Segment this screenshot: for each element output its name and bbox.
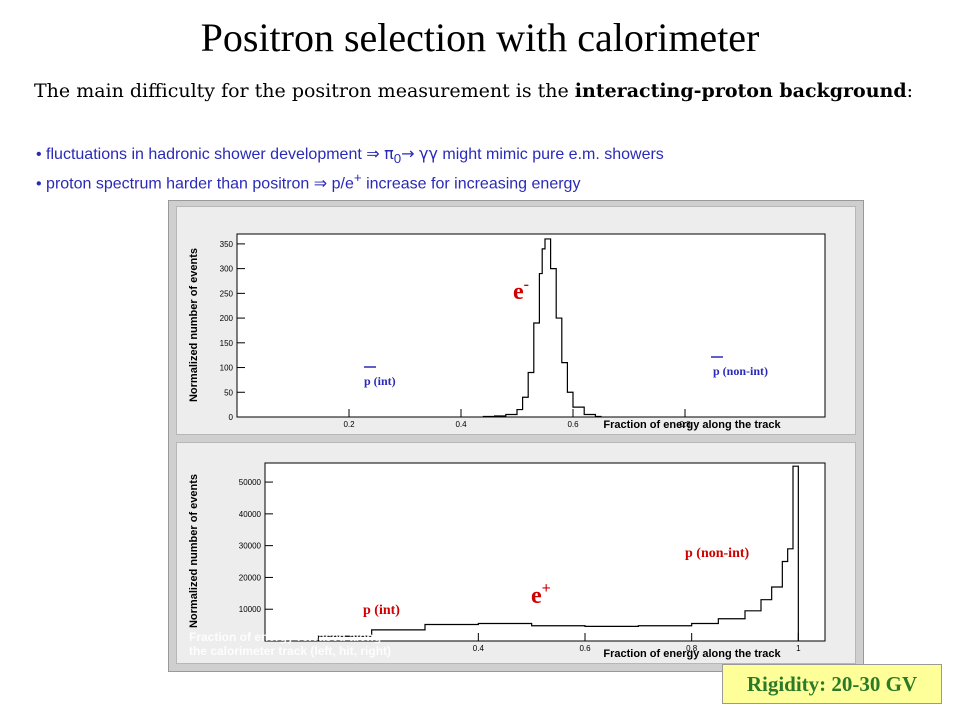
bullet-text: fluctuations in hadronic shower developm… [41, 146, 367, 163]
x-tick-label: 0.2 [343, 420, 355, 429]
e-plus-letter: e [531, 583, 542, 609]
e-minus-label: e- [513, 276, 529, 305]
pi-symbol: π [384, 144, 394, 163]
y-tick-label: 100 [220, 364, 234, 373]
y-tick-label: 20000 [239, 573, 262, 582]
bullet-text-mid: p/e [327, 175, 354, 193]
electron-histogram-panel: Normalized number of events Fraction of … [176, 206, 856, 435]
y-tick-label: 50000 [239, 478, 262, 487]
plot-frame [236, 233, 826, 418]
x-axis-label: Fraction of energy along the track [603, 648, 781, 660]
y-tick-label: 10000 [239, 605, 262, 614]
y-tick-label: 40000 [239, 510, 262, 519]
y-tick-label: 150 [220, 339, 234, 348]
proton-histogram-line [317, 465, 799, 641]
implies-symbol: ⇒ [313, 173, 328, 193]
y-tick-label: 300 [220, 265, 234, 274]
y-tick-label: 250 [220, 289, 234, 298]
y-tick-label: 350 [220, 240, 234, 249]
e-plus-label: e+ [531, 580, 551, 609]
histogram-figure: Normalized number of events Fraction of … [168, 200, 864, 672]
positron-histogram-svg: Normalized number of events Fraction of … [188, 462, 826, 660]
bullet-fluctuations: • fluctuations in hadronic shower develo… [36, 144, 664, 166]
y-tick-label: 30000 [239, 542, 262, 551]
p-int-label: p (int) [363, 603, 400, 618]
y-axis-label: Normalized number of events [188, 474, 200, 628]
p-nonint-label: p (non-int) [685, 546, 750, 561]
energy-fraction-note: Fraction of energy released along the ca… [189, 630, 469, 658]
positron-histogram-panel: Normalized number of events Fraction of … [176, 442, 856, 664]
e-minus-sup: - [524, 276, 529, 293]
gamma-gamma-symbol: γγ [419, 144, 438, 163]
x-tick-label: 0.8 [679, 420, 691, 429]
intro-paragraph: The main difficulty for the positron mea… [34, 76, 914, 106]
implies-symbol: ⇒ [366, 144, 380, 163]
note-line-2: the calorimeter track (left, hit, right) [189, 644, 392, 658]
x-tick-label: 0.6 [579, 644, 591, 653]
p-nonint-label: p (non-int) [713, 364, 768, 378]
y-tick-label: 0 [229, 413, 234, 422]
x-axis-label: Fraction of energy along the track [603, 419, 781, 431]
intro-bold: interacting-proton background [574, 80, 907, 102]
bullet-text-tail: might mimic pure e.m. showers [437, 146, 664, 163]
intro-text-a: The main difficulty for the positron mea… [34, 80, 575, 102]
x-tick-label: 0.8 [686, 644, 698, 653]
y-tick-label: 200 [220, 314, 234, 323]
e-plus-sup: + [542, 580, 551, 597]
x-tick-label: 0.4 [455, 420, 467, 429]
note-line-1: Fraction of energy released along [189, 630, 382, 644]
y-tick-label: 50 [224, 388, 233, 397]
p-int-label: p (int) [364, 374, 396, 388]
rigidity-badge: Rigidity: 20-30 GV [722, 664, 942, 704]
slide-title: Positron selection with calorimeter [200, 15, 760, 60]
bullet-marker: • [36, 175, 42, 193]
bullet-text-tail: increase for increasing energy [361, 175, 581, 193]
bullet-text: proton spectrum harder than positron [41, 175, 314, 193]
x-tick-label: 1 [796, 644, 801, 653]
intro-text-b: : [906, 80, 914, 102]
bullet-spectrum: • proton spectrum harder than positron ⇒… [36, 170, 580, 193]
bullet-marker: • [36, 146, 42, 163]
pi-subscript: 0 [393, 151, 402, 167]
electron-histogram-line [482, 238, 602, 418]
y-axis-label: Normalized number of events [188, 248, 200, 402]
x-tick-label: 0.4 [473, 644, 485, 653]
arrow-symbol: → [401, 144, 415, 163]
e-minus-letter: e [513, 279, 524, 305]
x-tick-label: 0.6 [567, 420, 579, 429]
plot-frame [264, 462, 826, 642]
plus-superscript: + [353, 170, 362, 185]
electron-histogram-svg: Normalized number of events Fraction of … [188, 233, 826, 431]
